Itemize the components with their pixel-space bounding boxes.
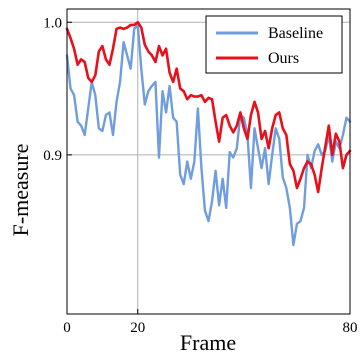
axis-ticks: 0 20 80 0.9 1.0	[43, 15, 357, 336]
legend-box	[205, 15, 343, 74]
x-tick-label-80: 80	[343, 320, 358, 336]
legend-label-baseline: Baseline	[268, 25, 323, 42]
series-line-baseline	[65, 23, 352, 247]
x-tick-label-20: 20	[130, 320, 145, 336]
legend-label-ours: Ours	[268, 50, 299, 67]
series-lines	[65, 20, 352, 247]
y-tick-label-1.0: 1.0	[43, 15, 62, 31]
y-axis-title: F-measure	[8, 144, 33, 237]
x-tick-label-0: 0	[63, 320, 71, 336]
plot-frame	[66, 8, 351, 315]
legend: Baseline Ours	[205, 15, 343, 74]
y-tick-label-0.9: 0.9	[43, 148, 62, 164]
series-line-ours	[65, 20, 352, 194]
x-axis-title: Frame	[180, 330, 236, 355]
